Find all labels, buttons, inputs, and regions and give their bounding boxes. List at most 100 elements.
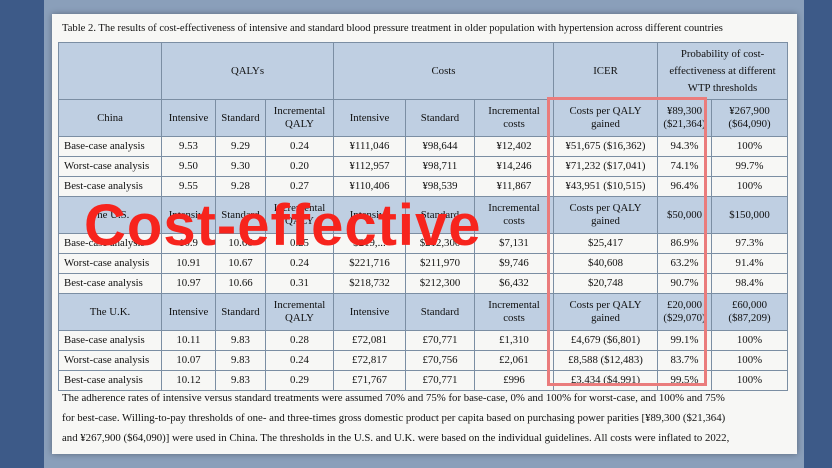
column-subheader: Costs per QALY gained bbox=[553, 99, 658, 137]
table-cell: 91.4% bbox=[711, 253, 788, 274]
table-cell: 0.24 bbox=[265, 350, 334, 371]
table-cell: 0.20 bbox=[265, 156, 334, 177]
table-cell: 74.1% bbox=[657, 156, 712, 177]
row-label: Worst-case analysis bbox=[58, 350, 162, 371]
column-subheader: Intensive bbox=[161, 99, 216, 137]
table-cell: ¥12,402 bbox=[474, 136, 554, 157]
column-subheader: Costs per QALY gained bbox=[553, 196, 658, 234]
table-cell: 9.83 bbox=[215, 350, 266, 371]
row-label: Worst-case analysis bbox=[58, 156, 162, 177]
table-cell: 86.9% bbox=[657, 233, 712, 254]
column-subheader: Incremental costs bbox=[474, 293, 554, 331]
table-cell: £4,679 ($6,801) bbox=[553, 330, 658, 351]
table-cell: 0.25 bbox=[265, 233, 334, 254]
table-cell: $212,300 bbox=[405, 273, 475, 294]
table-row: Base-case analysis 10.9 10.66 0.25 $219,... $… bbox=[58, 233, 788, 254]
table-cell: 99.1% bbox=[657, 330, 712, 351]
table-cell: 9.83 bbox=[215, 330, 266, 351]
table-cell: $25,417 bbox=[553, 233, 658, 254]
table-cell: 10.07 bbox=[161, 350, 216, 371]
table-cell: $7,131 bbox=[474, 233, 554, 254]
table-cell: $40,608 bbox=[553, 253, 658, 274]
table-cell: $218,732 bbox=[333, 273, 406, 294]
footnote-line: and ¥267,900 ($64,090)] were used in Chi… bbox=[62, 432, 730, 444]
table-cell: £70,756 bbox=[405, 350, 475, 371]
row-label: Best-case analysis bbox=[58, 370, 162, 391]
column-subheader: Incremental QALY bbox=[265, 293, 334, 331]
column-subheader: Intensive bbox=[333, 293, 406, 331]
table-row: Worst-case analysis 10.07 9.83 0.24 £72,817 £… bbox=[58, 350, 788, 371]
table-cell: £72,081 bbox=[333, 330, 406, 351]
column-subheader: Incremental costs bbox=[474, 196, 554, 234]
table-cell: 10.66 bbox=[215, 273, 266, 294]
footnote-line: The adherence rates of intensive versus … bbox=[62, 392, 725, 404]
column-subheader: ¥267,900 ($64,090) bbox=[711, 99, 788, 137]
table-cell: 100% bbox=[711, 330, 788, 351]
table-cell: ¥43,951 ($10,515) bbox=[553, 176, 658, 197]
table-row: Base-case analysis 10.11 9.83 0.28 £72,081 £7… bbox=[58, 330, 788, 351]
table-cell: 9.53 bbox=[161, 136, 216, 157]
table-cell: 9.30 bbox=[215, 156, 266, 177]
column-subheader: Standard bbox=[405, 99, 475, 137]
table-cell: ¥98,711 bbox=[405, 156, 475, 177]
header-costs: Costs bbox=[333, 42, 554, 100]
row-label: Base-case analysis bbox=[58, 330, 162, 351]
table-cell: ¥14,246 bbox=[474, 156, 554, 177]
column-subheader: Intensive bbox=[161, 293, 216, 331]
table-cell: ¥11,867 bbox=[474, 176, 554, 197]
section-header-row: China Intensive Standard Incremental QALY In… bbox=[58, 99, 788, 137]
country-label: China bbox=[58, 99, 162, 137]
cost-effective-overlay-text: Cost-effective bbox=[84, 193, 482, 258]
column-subheader: Standard bbox=[215, 293, 266, 331]
table-row: Best-case analysis 9.55 9.28 0.27 ¥110,406 ¥9… bbox=[58, 176, 788, 197]
header-blank bbox=[58, 42, 162, 100]
table-cell: 97.3% bbox=[711, 233, 788, 254]
header-qalys: QALYs bbox=[161, 42, 334, 100]
column-subheader: Intensive bbox=[333, 196, 406, 234]
table-cell: 0.28 bbox=[265, 330, 334, 351]
table-cell: 100% bbox=[711, 350, 788, 371]
table-cell: 9.29 bbox=[215, 136, 266, 157]
table-cell: £8,588 ($12,483) bbox=[553, 350, 658, 371]
table-row: Best-case analysis 10.97 10.66 0.31 $218,732… bbox=[58, 273, 788, 294]
table-cell: £1,310 bbox=[474, 330, 554, 351]
section-header-row: The U.K. Intensive Standard Incremental QAL… bbox=[58, 293, 788, 331]
background-right-edge bbox=[804, 0, 832, 468]
table-cell: £2,061 bbox=[474, 350, 554, 371]
table-cell: $20,748 bbox=[553, 273, 658, 294]
table-cell: 0.24 bbox=[265, 136, 334, 157]
table-cell: 10.12 bbox=[161, 370, 216, 391]
table-cell: 94.3% bbox=[657, 136, 712, 157]
row-label: Base-case analysis bbox=[58, 136, 162, 157]
header-icer: ICER bbox=[553, 42, 658, 100]
column-subheader: Incremental costs bbox=[474, 99, 554, 137]
column-subheader: Standard bbox=[215, 196, 266, 234]
table-cell: £72,817 bbox=[333, 350, 406, 371]
header-probability: Probability of cost-effectiveness at dif… bbox=[657, 42, 788, 100]
column-subheader: Costs per QALY gained bbox=[553, 293, 658, 331]
country-label: The U.S. bbox=[58, 196, 162, 234]
table-cell: $9,746 bbox=[474, 253, 554, 274]
column-subheader: Standard bbox=[405, 196, 475, 234]
table-cell: £996 bbox=[474, 370, 554, 391]
table-cell: 100% bbox=[711, 136, 788, 157]
table-cell: ¥111,046 bbox=[333, 136, 406, 157]
column-subheader: Intensive bbox=[161, 196, 216, 234]
row-label: Best-case analysis bbox=[58, 273, 162, 294]
table-cell: 10.11 bbox=[161, 330, 216, 351]
table-cell: 100% bbox=[711, 176, 788, 197]
column-subheader: £20,000 ($29,070) bbox=[657, 293, 712, 331]
table-cell: ¥98,539 bbox=[405, 176, 475, 197]
table-cell: 100% bbox=[711, 370, 788, 391]
background-left-edge bbox=[0, 0, 44, 468]
table-cell: 0.29 bbox=[265, 370, 334, 391]
table-header-row: QALYs Costs ICER Probability of cost-eff… bbox=[58, 42, 788, 100]
table-cell: 83.7% bbox=[657, 350, 712, 371]
footnote-line: for best-case. Willing-to-pay thresholds… bbox=[62, 412, 726, 424]
table-cell: 63.2% bbox=[657, 253, 712, 274]
table-row: Worst-case analysis 9.50 9.30 0.20 ¥112,957 ¥… bbox=[58, 156, 788, 177]
column-subheader: $50,000 bbox=[657, 196, 712, 234]
table-row: Base-case analysis 9.53 9.29 0.24 ¥111,046 ¥9… bbox=[58, 136, 788, 157]
table-cell: 90.7% bbox=[657, 273, 712, 294]
column-subheader: Standard bbox=[405, 293, 475, 331]
